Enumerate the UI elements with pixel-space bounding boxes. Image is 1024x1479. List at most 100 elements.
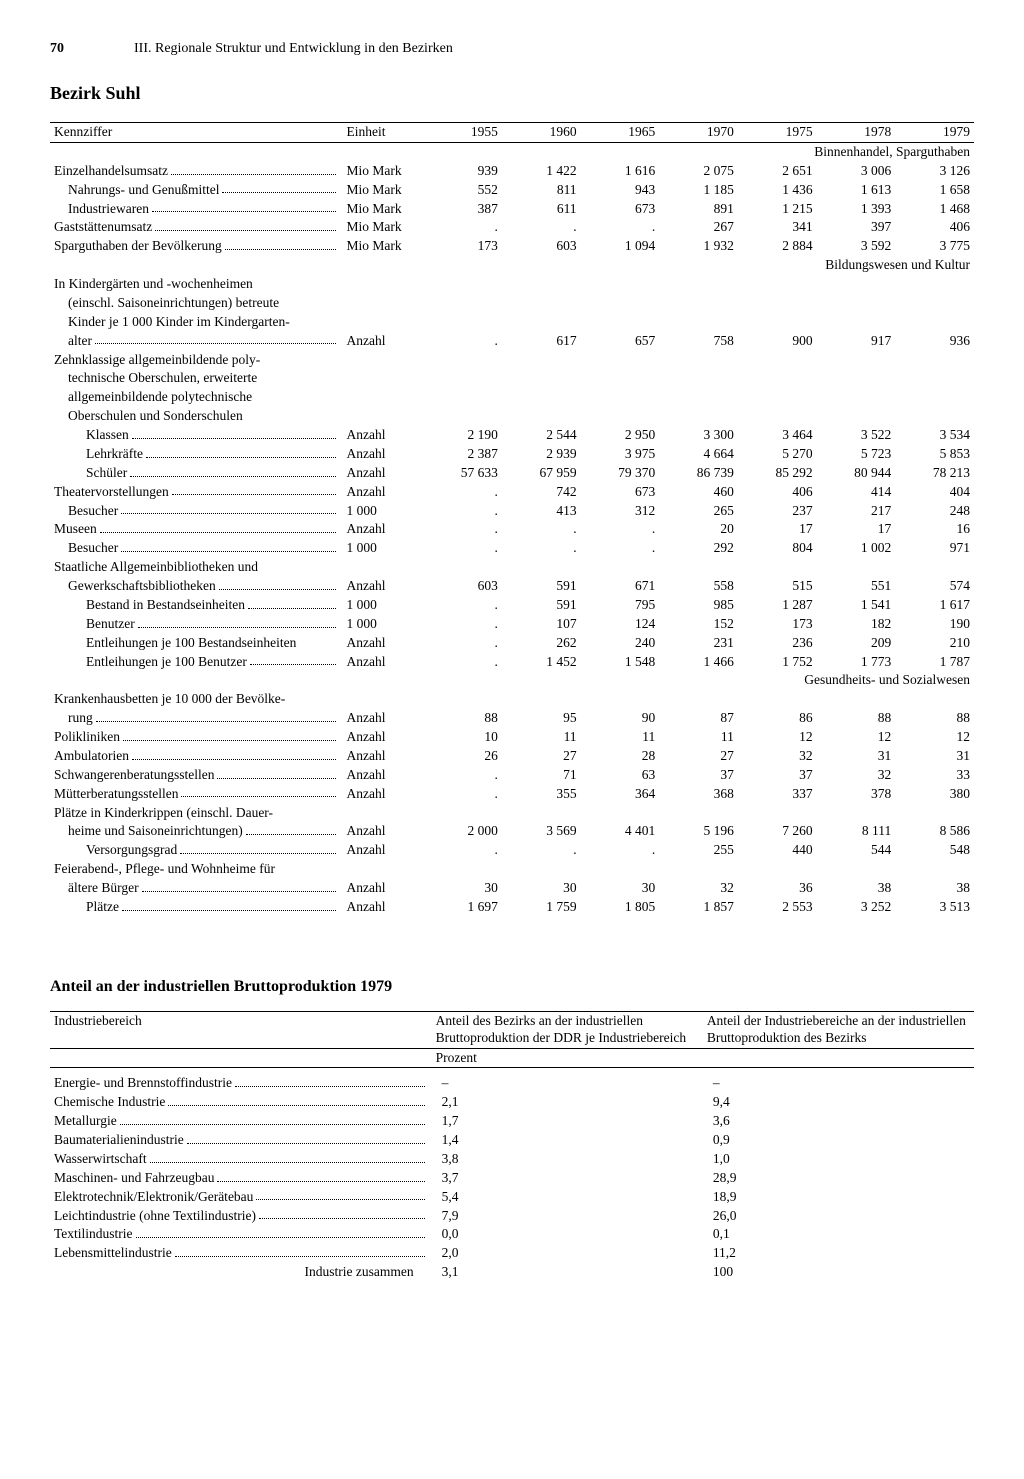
cell-value: 79 370: [581, 464, 660, 483]
cell-value: [581, 804, 660, 823]
cell-value: [659, 313, 738, 332]
row-label: Krankenhausbetten je 10 000 der Bevölke-: [50, 690, 343, 709]
cell-value: 355: [502, 785, 581, 804]
cell-value: [817, 388, 896, 407]
cell-value: 248: [895, 502, 974, 521]
row-unit: 1 000: [343, 596, 424, 615]
cell-value: 2 544: [502, 426, 581, 445]
section-title: Binnenhandel, Sparguthaben: [50, 143, 974, 162]
row-label: Gaststättenumsatz: [50, 218, 343, 237]
cell-value: 673: [581, 483, 660, 502]
cell-value: 603: [423, 577, 502, 596]
table-row: MütterberatungsstellenAnzahl.35536436833…: [50, 785, 974, 804]
cell-value: 3 513: [895, 898, 974, 917]
row-label: alter: [50, 332, 343, 351]
cell-value: [423, 351, 502, 370]
cell-value: –: [432, 1074, 703, 1093]
table-row: Nahrungs- und GenußmittelMio Mark5528119…: [50, 181, 974, 200]
row-unit: Anzahl: [343, 747, 424, 766]
row-label: Chemische Industrie: [50, 1093, 432, 1112]
row-unit: Anzahl: [343, 577, 424, 596]
cell-value: 558: [659, 577, 738, 596]
table-row: Maschinen- und Fahrzeugbau3,728,9: [50, 1169, 974, 1188]
row-unit: Anzahl: [343, 785, 424, 804]
row-unit: Anzahl: [343, 879, 424, 898]
cell-value: [502, 369, 581, 388]
cell-value: 88: [817, 709, 896, 728]
row-label: Nahrungs- und Genußmittel: [50, 181, 343, 200]
cell-value: [817, 313, 896, 332]
cell-value: 1 541: [817, 596, 896, 615]
row-label: Gewerkschaftsbibliotheken: [50, 577, 343, 596]
cell-value: 2 939: [502, 445, 581, 464]
table-row: technische Oberschulen, erweiterte: [50, 369, 974, 388]
cell-value: 1 548: [581, 653, 660, 672]
table-row: TheatervorstellungenAnzahl.7426734604064…: [50, 483, 974, 502]
cell-value: .: [423, 520, 502, 539]
cell-value: 173: [423, 237, 502, 256]
stats-table: Kennziffer Einheit 1955 1960 1965 1970 1…: [50, 123, 974, 917]
cell-value: .: [423, 634, 502, 653]
cell-value: [659, 860, 738, 879]
table-row: Wasserwirtschaft3,81,0: [50, 1150, 974, 1169]
cell-value: 0,1: [703, 1225, 974, 1244]
t2-col-label: Industriebereich: [50, 1012, 432, 1048]
cell-value: 5 723: [817, 445, 896, 464]
cell-value: [817, 351, 896, 370]
cell-value: [738, 558, 817, 577]
cell-value: [738, 351, 817, 370]
cell-value: [581, 690, 660, 709]
cell-value: 1 759: [502, 898, 581, 917]
cell-value: .: [423, 332, 502, 351]
cell-value: 574: [895, 577, 974, 596]
table-row: heime und Saisoneinrichtungen)Anzahl2 00…: [50, 822, 974, 841]
cell-value: 1,7: [432, 1112, 703, 1131]
cell-value: 255: [659, 841, 738, 860]
row-label: Schüler: [50, 464, 343, 483]
cell-value: 265: [659, 502, 738, 521]
cell-value: [502, 275, 581, 294]
cell-value: [895, 690, 974, 709]
cell-value: 12: [738, 728, 817, 747]
chapter-title: III. Regionale Struktur und Entwicklung …: [134, 40, 453, 58]
cell-value: 5 196: [659, 822, 738, 841]
cell-value: [423, 275, 502, 294]
cell-value: 2 190: [423, 426, 502, 445]
row-label: Plätze in Kinderkrippen (einschl. Dauer-: [50, 804, 343, 823]
row-unit: Mio Mark: [343, 162, 424, 181]
row-label: Theatervorstellungen: [50, 483, 343, 502]
cell-value: [817, 558, 896, 577]
cell-value: 3 252: [817, 898, 896, 917]
cell-value: 406: [738, 483, 817, 502]
cell-value: 5,4: [432, 1188, 703, 1207]
cell-value: 173: [738, 615, 817, 634]
cell-value: .: [502, 520, 581, 539]
cell-value: [738, 294, 817, 313]
cell-value: 1 393: [817, 200, 896, 219]
cell-value: 9,4: [703, 1093, 974, 1112]
cell-value: 30: [502, 879, 581, 898]
page-number: 70: [50, 40, 64, 58]
table-row: Textilindustrie0,00,1: [50, 1225, 974, 1244]
cell-value: [423, 313, 502, 332]
t2-col-a: Anteil des Bezirks an der industriellen …: [432, 1012, 703, 1048]
cell-value: 1 287: [738, 596, 817, 615]
cell-value: [817, 804, 896, 823]
cell-value: 971: [895, 539, 974, 558]
cell-value: 2 884: [738, 237, 817, 256]
row-label: Einzelhandelsumsatz: [50, 162, 343, 181]
table-row: Plätze in Kinderkrippen (einschl. Dauer-: [50, 804, 974, 823]
cell-value: [659, 388, 738, 407]
cell-value: 544: [817, 841, 896, 860]
table-row: MuseenAnzahl...20171716: [50, 520, 974, 539]
table-row: SchülerAnzahl57 63367 95979 37086 73985 …: [50, 464, 974, 483]
cell-value: .: [502, 218, 581, 237]
col-year: 1955: [423, 123, 502, 142]
row-label: Plätze: [50, 898, 343, 917]
cell-value: 460: [659, 483, 738, 502]
table-row: KlassenAnzahl2 1902 5442 9503 3003 4643 …: [50, 426, 974, 445]
cell-value: 673: [581, 200, 660, 219]
table-row: Entleihungen je 100 BenutzerAnzahl.1 452…: [50, 653, 974, 672]
t2-col-b: Anteil der Industriebereiche an der indu…: [703, 1012, 974, 1048]
row-label: Elektrotechnik/Elektronik/Gerätebau: [50, 1188, 432, 1207]
